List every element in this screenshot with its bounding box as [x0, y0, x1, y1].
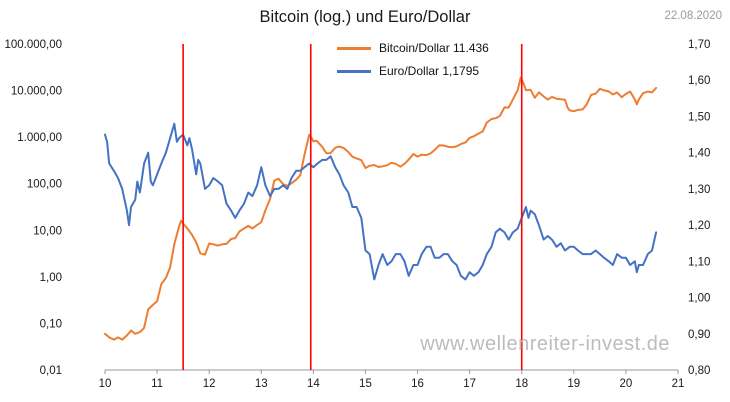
right-axis-label: 1,00: [688, 293, 710, 305]
x-axis-label: 11: [151, 378, 163, 390]
right-axis-label: 1,30: [688, 184, 710, 196]
legend-label-bitcoin: Bitcoin/Dollar 11.436: [379, 41, 489, 55]
right-axis-label: 1,10: [688, 256, 710, 268]
left-axis-label: 10,00: [33, 225, 62, 237]
x-axis-label: 21: [672, 378, 685, 390]
euro-line-swatch: [337, 69, 371, 73]
legend-item-bitcoin: Bitcoin/Dollar 11.436: [337, 41, 489, 55]
left-axis-label: 100,00: [27, 179, 62, 191]
x-axis-label: 14: [307, 378, 320, 390]
x-axis-label: 13: [255, 378, 268, 390]
right-axis-label: 1,60: [688, 75, 710, 87]
bitcoin-line-swatch: [337, 46, 371, 50]
right-axis-label: 1,40: [688, 148, 710, 160]
date-label: 22.08.2020: [664, 10, 722, 22]
left-axis-label: 1,00: [40, 272, 62, 284]
chart-title: Bitcoin (log.) und Euro/Dollar: [259, 8, 471, 26]
x-axis-label: 16: [411, 378, 424, 390]
left-axis-label: 1.000,00: [17, 132, 62, 144]
left-axis-label: 0,01: [40, 365, 62, 377]
euro-line: [104, 122, 658, 281]
watermark: www.wellenreiter-invest.de: [420, 333, 670, 355]
x-axis-label: 10: [99, 378, 112, 390]
right-axis-label: 1,20: [688, 220, 710, 232]
legend: Bitcoin/Dollar 11.436 Euro/Dollar 1,1795: [337, 41, 489, 78]
x-axis-label: 20: [620, 378, 633, 390]
x-axis-label: 18: [515, 378, 528, 390]
x-axis-label: 12: [203, 378, 216, 390]
legend-label-euro: Euro/Dollar 1,1795: [379, 64, 480, 78]
bitcoin-line: [104, 76, 658, 341]
right-axis-label: 0,80: [688, 365, 710, 377]
left-axis-label: 10.000,00: [11, 86, 62, 98]
x-axis-label: 17: [463, 378, 476, 390]
left-axis-label: 0,10: [40, 318, 62, 330]
right-axis-label: 0,90: [688, 329, 710, 341]
left-axis-label: 100.000,00: [4, 39, 62, 51]
x-axis-label: 15: [359, 378, 372, 390]
right-axis-label: 1,50: [688, 111, 710, 123]
x-axis-label: 19: [567, 378, 580, 390]
right-axis-label: 1,70: [688, 39, 710, 51]
legend-item-euro: Euro/Dollar 1,1795: [337, 64, 489, 78]
